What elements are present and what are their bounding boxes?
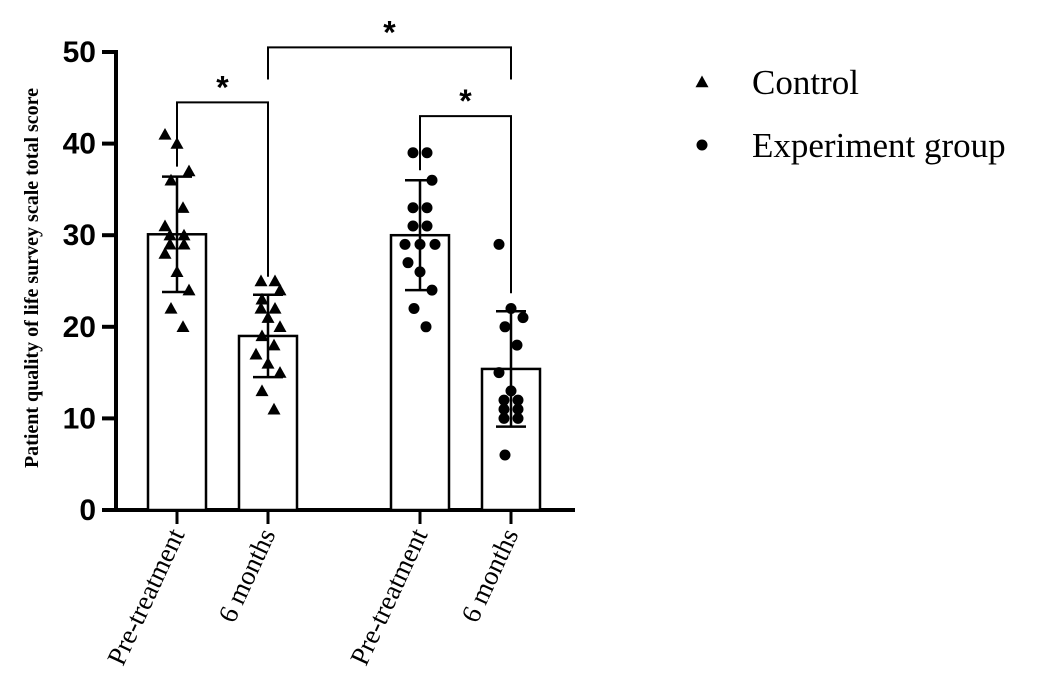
bar (389, 233, 451, 512)
data-point-circle (421, 202, 433, 214)
data-point-circle (421, 220, 433, 232)
data-point-triangle (182, 283, 196, 296)
data-point-triangle (273, 366, 287, 378)
data-point-triangle (158, 219, 172, 232)
data-point-triangle (261, 356, 275, 369)
data-point-triangle (267, 338, 281, 351)
data-point-circle (421, 147, 433, 159)
data-point-triangle (158, 127, 172, 140)
data-point-circle (517, 312, 529, 324)
legend-label: Control (752, 63, 859, 102)
y-tick-label: 0 (79, 494, 96, 527)
data-point-circle (399, 238, 411, 250)
data-point-circle (505, 385, 517, 397)
data-point-triangle (164, 173, 178, 186)
y-tick-label: 30 (63, 219, 96, 252)
data-point-triangle (255, 292, 269, 305)
data-point-circle (498, 394, 510, 406)
data-point-circle (429, 238, 441, 250)
y-tick-label: 10 (63, 402, 96, 435)
data-point-circle (407, 220, 419, 232)
legend: Control Experiment group (695, 63, 1006, 165)
significance-star: * (383, 14, 396, 50)
data-point-circle (696, 139, 708, 151)
data-point-triangle (267, 402, 281, 415)
significance-bracket (419, 115, 512, 294)
data-point-circle (408, 302, 420, 314)
data-point-circle (512, 394, 524, 406)
data-point-circle (414, 266, 426, 278)
significance-brackets: * * * (176, 14, 512, 294)
significance-bracket (267, 46, 512, 80)
data-point-triangle (273, 283, 287, 296)
x-tick-label: Pre-treatment (101, 523, 190, 669)
data-point-triangle (254, 274, 268, 287)
data-point-circle (402, 257, 414, 269)
data-point-triangle (163, 228, 177, 241)
y-tick-label: 50 (63, 36, 96, 69)
data-point-triangle (176, 201, 190, 213)
data-points (158, 127, 529, 461)
x-tick-label: 6 months (455, 524, 524, 627)
x-tick-label: 6 months (212, 524, 281, 627)
y-tick-label: 20 (63, 311, 96, 344)
y-tick-label: 40 (63, 128, 96, 161)
data-point-triangle (170, 265, 184, 278)
data-point-triangle (268, 274, 282, 287)
significance-star: * (459, 83, 472, 119)
data-point-triangle (254, 301, 268, 314)
data-point-triangle (176, 320, 190, 332)
x-tick-label: Pre-treatment (344, 523, 433, 669)
significance-star: * (216, 69, 229, 105)
data-point-triangle (255, 329, 269, 342)
data-point-triangle (249, 347, 263, 360)
error-bars (162, 175, 526, 428)
data-point-circle (407, 147, 419, 159)
data-point-circle (420, 321, 432, 333)
data-point-triangle (261, 311, 275, 323)
data-point-circle (498, 403, 510, 415)
data-point-circle (493, 238, 505, 250)
x-tick-labels: Pre-treatment 6 months Pre-treatment 6 mont… (101, 523, 524, 669)
significance-bracket (176, 101, 269, 277)
data-point-circle (426, 174, 438, 186)
data-point-triangle (255, 384, 269, 397)
data-point-circle (512, 403, 524, 415)
data-point-triangle (268, 301, 282, 314)
bars (146, 233, 542, 512)
data-point-triangle (164, 301, 178, 314)
data-point-circle (511, 339, 523, 351)
data-point-circle (499, 449, 511, 461)
data-point-triangle (182, 164, 196, 177)
bar (237, 334, 299, 512)
data-point-circle (505, 302, 517, 314)
data-point-triangle (273, 320, 287, 332)
data-point-circle (512, 412, 524, 424)
data-point-circle (407, 202, 419, 214)
legend-label: Experiment group (752, 126, 1006, 165)
y-axis-label: Patient quality of life survey scale tot… (21, 88, 43, 468)
data-point-triangle (177, 237, 191, 250)
data-point-triangle (158, 247, 172, 259)
data-point-triangle (163, 237, 177, 250)
data-point-circle (498, 412, 510, 424)
data-point-circle (499, 321, 511, 333)
data-point-circle (414, 238, 426, 250)
data-point-triangle (177, 228, 191, 241)
data-point-triangle (695, 75, 709, 88)
data-point-circle (426, 284, 438, 296)
data-point-circle (493, 367, 505, 379)
